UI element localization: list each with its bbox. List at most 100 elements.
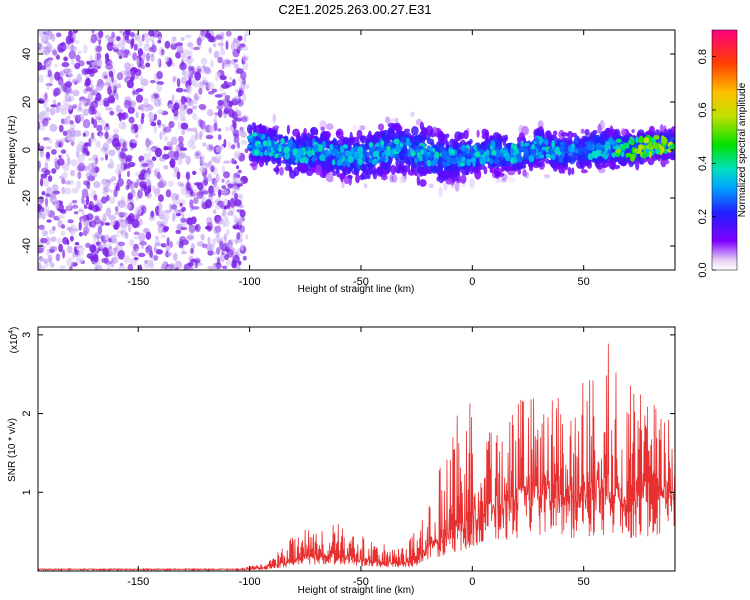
noise-blob — [82, 229, 88, 237]
noise-blob — [137, 38, 143, 48]
signal-peak — [381, 152, 385, 157]
signal-blob — [613, 164, 621, 170]
noise-blob — [193, 197, 199, 204]
noise-blob — [56, 32, 62, 38]
noise-blob — [96, 52, 102, 61]
signal-blob — [340, 173, 344, 183]
noise-blob — [188, 267, 194, 270]
signal-peak — [493, 158, 500, 165]
noise-blob — [217, 134, 222, 141]
noise-blob — [208, 124, 215, 134]
noise-blob — [188, 261, 194, 267]
noise-blob — [113, 79, 117, 84]
noise-blob — [175, 229, 182, 235]
noise-blob — [221, 165, 225, 174]
signal-peak — [494, 153, 501, 158]
noise-blob — [186, 95, 191, 103]
signal-peak — [273, 144, 279, 152]
noise-blob — [192, 170, 197, 175]
noise-blob — [94, 59, 100, 66]
noise-blob — [212, 185, 220, 193]
signal-blob — [286, 124, 290, 135]
signal-blob — [382, 170, 388, 176]
noise-blob — [149, 250, 154, 258]
y-tick-label: 1 — [21, 489, 33, 495]
signal-blob — [663, 159, 670, 165]
noise-blob — [232, 254, 240, 264]
noise-blob — [49, 123, 58, 132]
noise-blob — [152, 254, 159, 260]
noise-blob — [64, 68, 73, 75]
noise-blob — [60, 224, 66, 229]
noise-blob — [195, 131, 199, 141]
noise-blob — [241, 93, 247, 103]
signal-blob — [404, 157, 410, 165]
signal-peak — [575, 149, 579, 154]
signal-blob — [355, 174, 360, 184]
noise-blob — [157, 40, 162, 44]
noise-blob — [157, 194, 164, 202]
signal-blob — [528, 163, 534, 172]
signal-blob — [410, 111, 415, 117]
signal-blob — [438, 186, 444, 198]
signal-blob — [522, 169, 527, 177]
signal-blob — [391, 131, 396, 137]
noise-blob — [202, 77, 207, 81]
signal-blob — [621, 128, 626, 137]
noise-blob — [199, 165, 206, 174]
noise-blob — [180, 147, 187, 152]
noise-blob — [134, 68, 142, 77]
noise-blob — [218, 188, 222, 198]
noise-blob — [45, 146, 52, 150]
noise-blob — [60, 137, 66, 143]
noise-blob — [157, 36, 163, 41]
noise-blob — [56, 237, 63, 244]
snr-y-axis-title: SNR (10 * v/v) — [7, 418, 18, 482]
noise-blob — [44, 197, 49, 207]
noise-blob — [227, 183, 235, 189]
noise-blob — [224, 95, 231, 100]
signal-blob — [474, 169, 482, 180]
signal-blob — [387, 122, 395, 128]
signal-peak — [375, 142, 380, 147]
noise-blob — [151, 44, 157, 53]
noise-blob — [232, 120, 237, 130]
y-tick-label: 20 — [21, 96, 33, 108]
noise-blob — [165, 243, 171, 252]
noise-blob — [193, 92, 198, 101]
noise-blob — [65, 204, 72, 211]
signal-peak — [266, 140, 273, 147]
snr-frame — [37, 326, 676, 572]
noise-blob — [240, 139, 248, 145]
noise-blob — [163, 164, 169, 170]
noise-blob — [44, 92, 48, 100]
noise-blob — [232, 225, 240, 230]
noise-blob — [145, 158, 153, 166]
noise-blob — [156, 220, 164, 226]
noise-blob — [134, 71, 140, 80]
noise-blob — [186, 59, 192, 66]
noise-blob — [70, 235, 74, 242]
snr-axes: -150 -100 -50 0 50 1 2 3 — [21, 327, 675, 588]
noise-blob — [236, 68, 244, 74]
signal-blob — [459, 168, 467, 173]
noise-blob — [90, 89, 96, 96]
signal-blob — [554, 164, 562, 170]
noise-blob — [198, 81, 205, 90]
noise-blob — [159, 225, 164, 234]
signal-blob — [415, 118, 423, 126]
noise-blob — [77, 256, 84, 264]
noise-blob — [85, 86, 92, 92]
noise-blob — [237, 216, 243, 226]
noise-blob — [179, 103, 188, 112]
noise-blob — [85, 171, 92, 180]
noise-blob — [142, 228, 149, 234]
noise-blob — [212, 209, 217, 214]
signal-blob — [287, 157, 293, 164]
figure-title: C2E1.2025.263.00.27.E31 — [278, 2, 431, 17]
noise-blob — [204, 225, 211, 230]
noise-blob — [159, 179, 168, 188]
noise-blob — [236, 44, 243, 51]
signal-peak — [386, 145, 391, 152]
noise-blob — [126, 79, 134, 89]
